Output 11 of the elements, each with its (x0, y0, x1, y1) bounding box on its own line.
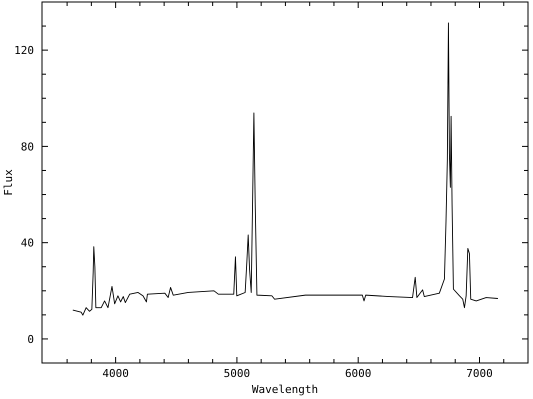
y-tick-label: 40 (20, 236, 34, 250)
y-axis-title: Flux (2, 168, 15, 196)
x-tick-label: 6000 (344, 367, 372, 380)
x-axis-title: Wavelength (252, 383, 318, 396)
x-tick-label: 5000 (224, 367, 250, 380)
x-tick-label: 4000 (102, 367, 129, 380)
line-series (72, 22, 498, 316)
y-tick-label: 120 (14, 44, 34, 58)
y-tick-label: 80 (20, 140, 34, 154)
y-tick-label: 0 (27, 332, 34, 346)
x-tick-label: 7000 (466, 367, 493, 380)
